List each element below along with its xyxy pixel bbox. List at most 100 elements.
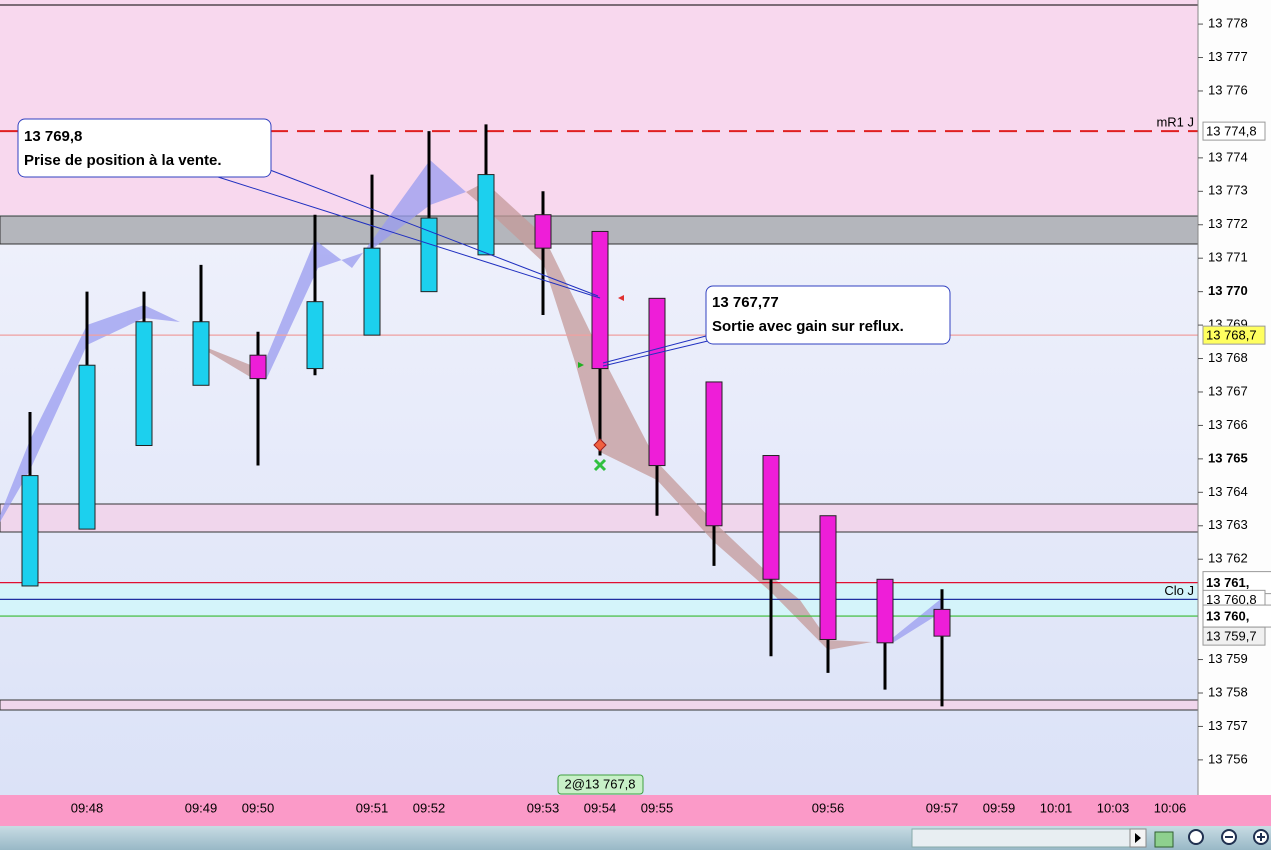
y-tick-label: 13 771	[1208, 250, 1248, 265]
ribbon-down	[466, 182, 872, 650]
y-tick-label: 13 758	[1208, 684, 1248, 699]
x-tick-label: 09:48	[71, 800, 104, 815]
y-tick-label: 13 770	[1208, 283, 1248, 298]
candle-body	[135, 321, 153, 446]
annotation-text: Prise de position à la vente.	[24, 152, 222, 169]
annotation-line	[602, 339, 713, 367]
candle-body	[591, 230, 609, 370]
ribbon	[0, 160, 942, 650]
zone-top	[0, 0, 1198, 215]
icon-part	[1257, 833, 1265, 841]
ribbon-down	[200, 345, 258, 378]
y-tick-label: 13 768	[1208, 350, 1248, 365]
trade-label-box	[557, 774, 644, 795]
candle-body	[819, 515, 837, 640]
candle-body	[762, 455, 780, 580]
x-tick-label: 09:52	[413, 800, 446, 815]
candle-body	[534, 214, 552, 249]
y-tick-label: 13 767	[1208, 383, 1248, 398]
y-tick-label: 13 777	[1208, 49, 1248, 64]
marker	[618, 295, 624, 301]
x-tick-label: 09:57	[926, 800, 959, 815]
price-tag	[1202, 121, 1266, 141]
x-tick-label: 09:53	[527, 800, 560, 815]
candle-body	[306, 301, 324, 370]
price-tag-label: 13 761,	[1206, 575, 1249, 590]
price-tag-label: 13 774,8	[1206, 124, 1257, 139]
y-tick-label: 13 756	[1208, 751, 1248, 766]
candle-body	[705, 381, 723, 527]
candle-body	[78, 364, 96, 530]
icon-zoom-fit[interactable]	[1188, 829, 1204, 845]
markers	[578, 295, 624, 472]
price-tag-label: 13 759,7	[1206, 629, 1257, 644]
x-tick-label: 09:59	[983, 800, 1016, 815]
x-tick-label: 09:51	[356, 800, 389, 815]
candle-body	[21, 475, 39, 587]
scrollbar-thumb[interactable]	[911, 828, 1131, 848]
level-name: mR1 J	[1156, 115, 1194, 130]
annotation-line	[602, 335, 707, 364]
candle-body	[933, 608, 951, 637]
annotation-line	[217, 176, 601, 299]
y-tick-label: 13 759	[1208, 651, 1248, 666]
candle-body	[249, 354, 267, 380]
x-axis-corner	[1198, 795, 1271, 826]
y-tick-label: 13 774	[1208, 149, 1248, 164]
zone-pink	[0, 503, 1199, 533]
price-tag-label: 13 760,8	[1206, 592, 1257, 607]
marker	[578, 362, 584, 368]
y-tick-label: 13 773	[1208, 183, 1248, 198]
price-tag	[1202, 325, 1266, 345]
toolbar-icons	[1154, 829, 1269, 848]
x-tick-label: 09:50	[242, 800, 275, 815]
annotation-box	[17, 118, 272, 178]
y-tick-label: 13 778	[1208, 16, 1248, 31]
y-tick-label: 13 757	[1208, 718, 1248, 733]
x-tick-label: 09:54	[584, 800, 617, 815]
price-tag-label: 13 760,	[1206, 609, 1249, 624]
candle-body	[192, 321, 210, 386]
y-tick-label: 13 772	[1208, 216, 1248, 231]
level-name: Clo J	[1164, 583, 1194, 598]
y-tick-label: 13 764	[1208, 484, 1248, 499]
y-axis: 13 756 13 757 13 758 13 759 13 762 13 763 13 7…	[1198, 16, 1248, 766]
candle-body	[648, 297, 666, 467]
annotation-box	[705, 285, 951, 345]
x-tick-label: 09:55	[641, 800, 674, 815]
candle-body	[477, 174, 495, 256]
ribbon-up	[890, 598, 942, 642]
x-axis: 09:48 09:49 09:50 09:51 09:52 09:53 09:54 09:55…	[71, 800, 1187, 815]
x-tick-label: 09:49	[185, 800, 218, 815]
price-tag-label: 13 768,7	[1206, 328, 1257, 343]
ribbon-up	[258, 160, 466, 380]
annotation-price: 13 769,8	[24, 128, 82, 145]
price-tag	[1202, 626, 1266, 646]
scroll-arrow	[1135, 833, 1141, 843]
annotation-2: 13 767,77 Sortie avec gain sur reflux.	[602, 285, 951, 367]
x-tick-label: 09:56	[812, 800, 845, 815]
y-tick-label: 13 762	[1208, 551, 1248, 566]
candle-body	[420, 217, 438, 293]
candle-body	[363, 247, 381, 336]
y-tick-label: 13 763	[1208, 517, 1248, 532]
annotation-line	[269, 169, 599, 297]
y-tick-label: 13 765	[1208, 450, 1248, 465]
x-tick-label: 10:03	[1097, 800, 1130, 815]
y-tick-label: 13 776	[1208, 82, 1248, 97]
zone-pink-low	[0, 699, 1199, 711]
annotation-text: Sortie avec gain sur reflux.	[712, 318, 904, 335]
x-tick-label: 10:01	[1040, 800, 1073, 815]
marker	[593, 458, 607, 472]
candles	[21, 124, 951, 707]
candle-body	[876, 578, 894, 644]
marker	[593, 438, 607, 452]
trade-label: 2@13 767,8	[564, 776, 635, 791]
icon-button[interactable]	[1154, 831, 1174, 848]
annotation-price: 13 767,77	[712, 294, 779, 311]
price-tags: 13 774,8 13 768,7 13 761, 13 760,8 13 760, 13…	[1202, 121, 1271, 646]
annotation-1: 13 769,8 Prise de position à la vente.	[17, 118, 601, 299]
x-axis-area	[0, 795, 1198, 826]
